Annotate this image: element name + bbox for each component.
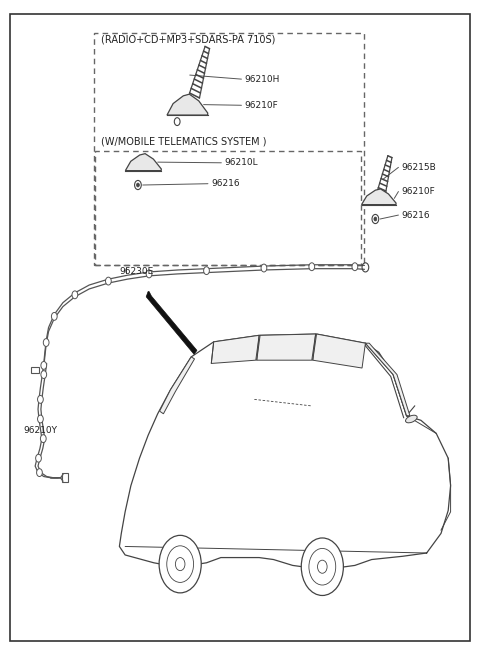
Circle shape — [146, 270, 152, 278]
Circle shape — [41, 362, 47, 369]
Polygon shape — [361, 189, 396, 204]
Polygon shape — [211, 335, 259, 364]
Circle shape — [374, 217, 377, 221]
Text: 96210Y: 96210Y — [24, 426, 58, 436]
Text: 96210H: 96210H — [245, 75, 280, 84]
Polygon shape — [313, 334, 365, 368]
Text: (W/MOBILE TELEMATICS SYSTEM ): (W/MOBILE TELEMATICS SYSTEM ) — [101, 136, 267, 146]
Circle shape — [204, 267, 209, 274]
Circle shape — [72, 291, 78, 299]
Circle shape — [261, 264, 267, 272]
Circle shape — [309, 263, 315, 271]
Text: 96210L: 96210L — [225, 159, 258, 167]
Polygon shape — [167, 94, 208, 115]
Circle shape — [136, 183, 139, 187]
Circle shape — [40, 435, 46, 443]
Circle shape — [301, 538, 343, 595]
Circle shape — [36, 469, 42, 477]
Bar — [62, 473, 68, 482]
Circle shape — [36, 455, 41, 462]
Bar — [31, 367, 38, 373]
Circle shape — [106, 277, 111, 285]
Circle shape — [37, 396, 43, 403]
Polygon shape — [125, 154, 161, 171]
Text: 96216: 96216 — [211, 179, 240, 188]
Polygon shape — [146, 291, 197, 354]
Polygon shape — [365, 343, 410, 416]
Text: 96216: 96216 — [402, 210, 431, 219]
Circle shape — [37, 415, 43, 423]
Circle shape — [159, 535, 201, 593]
Circle shape — [41, 371, 47, 379]
Polygon shape — [159, 357, 194, 414]
Circle shape — [352, 263, 358, 271]
Text: 96230E: 96230E — [120, 267, 154, 276]
Circle shape — [51, 312, 57, 320]
Text: (RADIO+CD+MP3+SDARS-PA 710S): (RADIO+CD+MP3+SDARS-PA 710S) — [101, 35, 276, 45]
Text: 96210F: 96210F — [245, 101, 278, 110]
Text: 96210F: 96210F — [402, 187, 435, 196]
Polygon shape — [257, 334, 316, 360]
Circle shape — [43, 339, 49, 346]
Text: 96215B: 96215B — [402, 163, 436, 172]
Ellipse shape — [406, 415, 417, 423]
